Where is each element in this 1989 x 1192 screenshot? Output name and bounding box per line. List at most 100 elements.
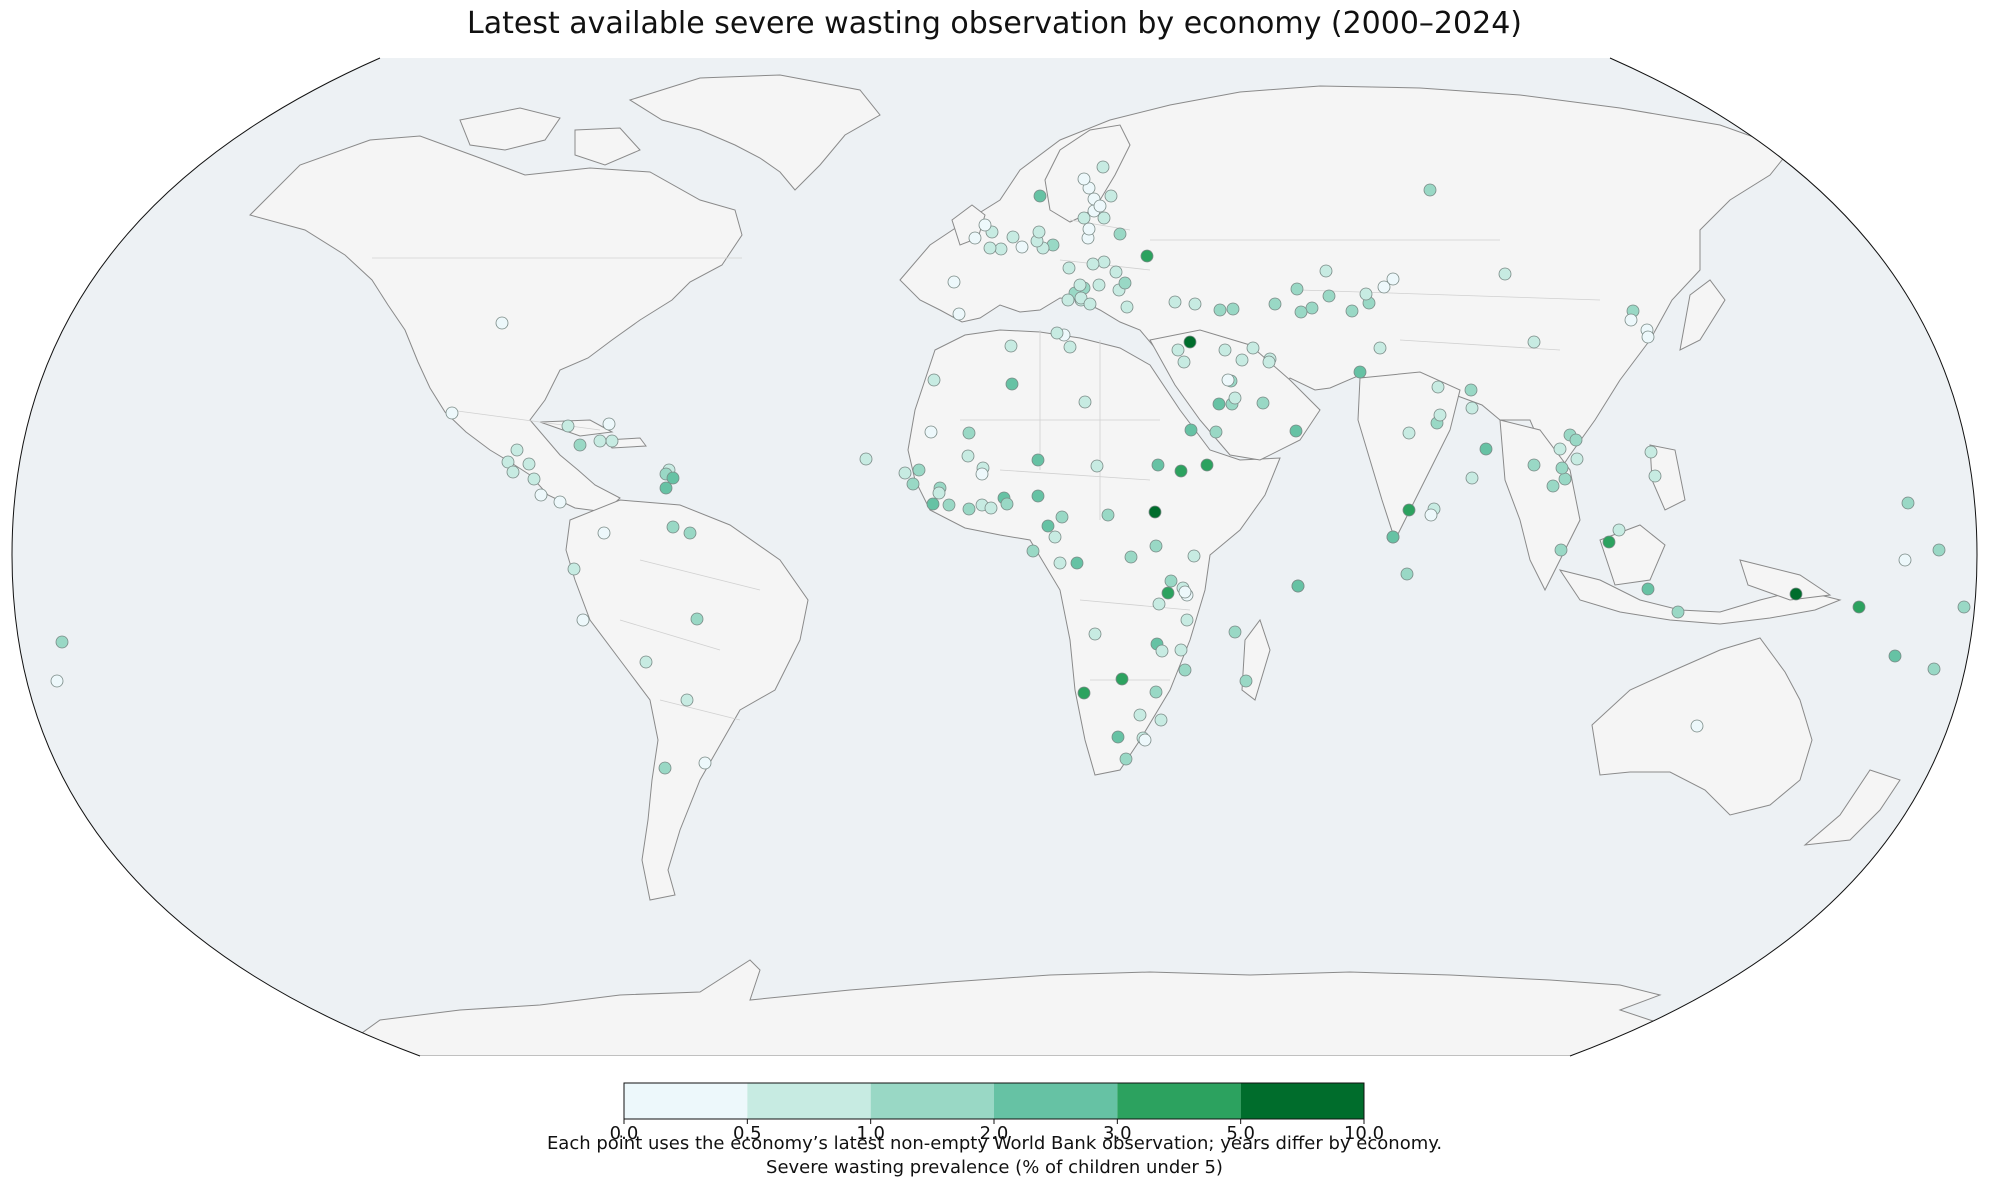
colorbar-segment [1240, 1083, 1364, 1119]
economy-point [666, 471, 680, 485]
economy-point [1184, 423, 1198, 437]
economy-point [1957, 600, 1971, 614]
economy-point [1174, 643, 1188, 657]
chart-note: Each point uses the economy’s latest non… [546, 1133, 1443, 1154]
economy-point [1305, 301, 1319, 315]
economy-point [1852, 600, 1866, 614]
economy-point [1086, 257, 1100, 271]
economy-point [597, 526, 611, 540]
economy-point [495, 316, 509, 330]
economy-point [680, 693, 694, 707]
economy-point [1140, 249, 1154, 263]
economy-point [1188, 297, 1202, 311]
economy-point [1138, 733, 1152, 747]
economy-point [1183, 335, 1197, 349]
economy-point [55, 635, 69, 649]
economy-point [1000, 497, 1014, 511]
landmass-new-zealand [1803, 769, 1901, 846]
economy-point [1226, 302, 1240, 316]
economy-point [510, 443, 524, 457]
economy-point [1053, 556, 1067, 570]
economy-point [1898, 553, 1912, 567]
economy-point [1063, 340, 1077, 354]
economy-point [1151, 458, 1165, 472]
economy-point [1082, 222, 1096, 236]
colorbar-segment [624, 1083, 748, 1119]
economy-point [659, 481, 673, 495]
map-title: Latest available severe wasting observat… [467, 6, 1522, 41]
economy-point [527, 472, 541, 486]
economy-point [962, 426, 976, 440]
economy-point [961, 449, 975, 463]
economy-point [1015, 240, 1029, 254]
economy-point [1004, 339, 1018, 353]
economy-point [1074, 291, 1088, 305]
economy-point [1178, 585, 1192, 599]
economy-point [1073, 278, 1087, 292]
economy-point [1256, 396, 1270, 410]
economy-point [1180, 613, 1194, 627]
landmass-canadian-arctic [459, 107, 641, 166]
economy-point [1209, 425, 1223, 439]
economy-point [975, 467, 989, 481]
economy-point [1033, 189, 1047, 203]
economy-point [1097, 255, 1111, 269]
economy-point [1062, 261, 1076, 275]
economy-point [1171, 343, 1185, 357]
economy-point [942, 498, 956, 512]
economy-point [1377, 280, 1391, 294]
economy-point [1671, 605, 1685, 619]
economy-point [1359, 287, 1373, 301]
economy-point [1119, 752, 1133, 766]
economy-point [1149, 539, 1163, 553]
economy-point [1423, 183, 1437, 197]
economy-point [683, 526, 697, 540]
economy-point [1555, 461, 1569, 475]
economy-point [1177, 355, 1191, 369]
economy-point [506, 465, 520, 479]
economy-point [1464, 383, 1478, 397]
economy-point [1479, 442, 1493, 456]
economy-point [1178, 663, 1192, 677]
economy-point [1070, 556, 1084, 570]
economy-point [1546, 479, 1560, 493]
economy-point [501, 455, 515, 469]
economy-point [984, 501, 998, 515]
economy-point [593, 434, 607, 448]
economy-point [906, 477, 920, 491]
economy-point [1553, 442, 1567, 456]
economy-point [1527, 458, 1541, 472]
colorbar-label: Severe wasting prevalence (% of children… [766, 1157, 1223, 1178]
economy-point [573, 438, 587, 452]
economy-point [1246, 341, 1260, 355]
economy-point [690, 612, 704, 626]
economy-point [898, 466, 912, 480]
colorbar-tick-label: 10.0 [1344, 1123, 1384, 1144]
economy-point [1148, 505, 1162, 519]
colorbar-tick-label: 0.0 [610, 1123, 639, 1144]
economy-point [1888, 649, 1902, 663]
economy-point [1077, 172, 1091, 186]
economy-point [1431, 380, 1445, 394]
economy-point [1092, 278, 1106, 292]
landmass-africa [907, 329, 1281, 776]
colorbar-segment [870, 1083, 994, 1119]
economy-point [1221, 373, 1235, 387]
economy-point [534, 488, 548, 502]
economy-point [1268, 297, 1282, 311]
economy-point [1641, 582, 1655, 596]
economy-point [912, 463, 926, 477]
economy-point [1465, 401, 1479, 415]
economy-point [1187, 549, 1201, 563]
economy-point [1527, 335, 1541, 349]
economy-point [1424, 508, 1438, 522]
economy-point [1373, 341, 1387, 355]
map-outline [11, 57, 1978, 1057]
economy-point [1097, 211, 1111, 225]
economy-point [1294, 305, 1308, 319]
economy-points [50, 160, 1971, 775]
colorbar: 0.0 0.5 1.0 2.0 3.0 5.0 10.0 [610, 1082, 1384, 1144]
landmass-greenland [628, 74, 881, 191]
economy-point [1120, 300, 1134, 314]
economy-point [1228, 391, 1242, 405]
